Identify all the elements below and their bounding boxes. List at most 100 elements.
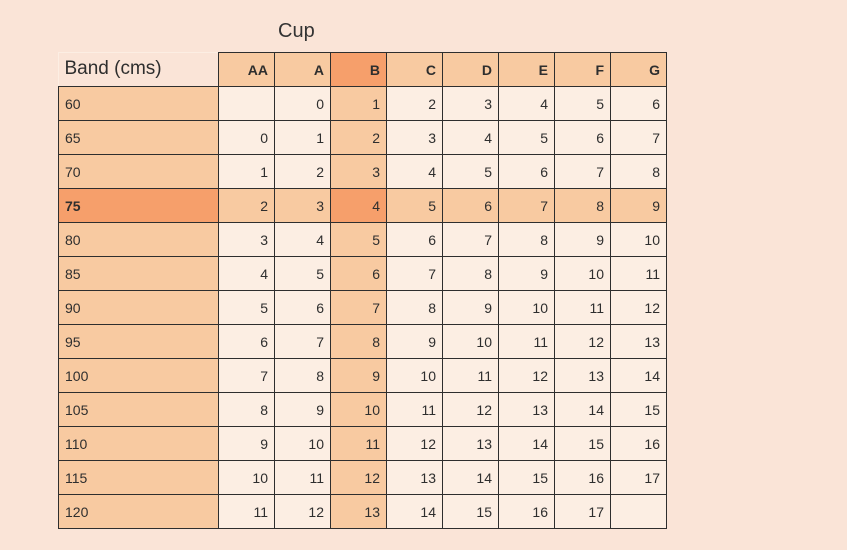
value-cell: 5	[275, 257, 331, 291]
header-row: Band (cms) AAABCDEFG	[59, 53, 667, 87]
value-cell: 5	[219, 291, 275, 325]
table-row: 7523456789	[59, 189, 667, 223]
value-cell: 4	[443, 121, 499, 155]
value-cell: 14	[499, 427, 555, 461]
band-cell: 105	[59, 393, 219, 427]
value-cell: 4	[275, 223, 331, 257]
value-cell	[219, 87, 275, 121]
cup-header: AA	[219, 53, 275, 87]
value-cell: 5	[443, 155, 499, 189]
value-cell: 12	[499, 359, 555, 393]
value-cell: 3	[331, 155, 387, 189]
value-cell: 2	[275, 155, 331, 189]
value-cell: 8	[387, 291, 443, 325]
value-cell: 13	[555, 359, 611, 393]
value-cell: 10	[499, 291, 555, 325]
value-cell: 7	[219, 359, 275, 393]
table-row: 10589101112131415	[59, 393, 667, 427]
value-cell: 7	[331, 291, 387, 325]
value-cell: 12	[611, 291, 667, 325]
value-cell: 4	[331, 189, 387, 223]
value-cell: 3	[443, 87, 499, 121]
value-cell: 13	[331, 495, 387, 529]
value-cell: 6	[275, 291, 331, 325]
value-cell: 9	[387, 325, 443, 359]
value-cell: 8	[443, 257, 499, 291]
cup-axis-title: Cup	[278, 20, 315, 43]
value-cell: 12	[387, 427, 443, 461]
value-cell: 12	[443, 393, 499, 427]
value-cell: 2	[387, 87, 443, 121]
value-cell: 8	[499, 223, 555, 257]
size-table: Band (cms) AAABCDEFG 6001234566501234567…	[58, 52, 667, 529]
value-cell: 5	[499, 121, 555, 155]
value-cell: 5	[387, 189, 443, 223]
value-cell: 0	[275, 87, 331, 121]
cup-header: A	[275, 53, 331, 87]
band-cell: 65	[59, 121, 219, 155]
value-cell: 13	[443, 427, 499, 461]
value-cell: 13	[387, 461, 443, 495]
value-cell: 8	[275, 359, 331, 393]
value-cell: 11	[275, 461, 331, 495]
chart-wrapper: Cup Band (cms) AAABCDEFG 600123456650123…	[0, 0, 847, 529]
value-cell: 8	[555, 189, 611, 223]
value-cell: 7	[555, 155, 611, 189]
band-cell: 85	[59, 257, 219, 291]
value-cell: 16	[499, 495, 555, 529]
value-cell: 10	[331, 393, 387, 427]
band-cell: 75	[59, 189, 219, 223]
cup-header: F	[555, 53, 611, 87]
table-row: 1151011121314151617	[59, 461, 667, 495]
value-cell: 5	[555, 87, 611, 121]
value-cell: 1	[219, 155, 275, 189]
table-row: 9056789101112	[59, 291, 667, 325]
value-cell: 15	[611, 393, 667, 427]
value-cell: 10	[387, 359, 443, 393]
band-cell: 90	[59, 291, 219, 325]
value-cell: 3	[387, 121, 443, 155]
value-cell: 11	[331, 427, 387, 461]
band-cell: 115	[59, 461, 219, 495]
value-cell: 7	[611, 121, 667, 155]
value-cell: 7	[443, 223, 499, 257]
band-cell: 70	[59, 155, 219, 189]
value-cell: 9	[275, 393, 331, 427]
value-cell: 2	[331, 121, 387, 155]
value-cell: 13	[611, 325, 667, 359]
value-cell: 11	[555, 291, 611, 325]
value-cell: 8	[219, 393, 275, 427]
band-cell: 60	[59, 87, 219, 121]
value-cell: 9	[555, 223, 611, 257]
value-cell: 9	[331, 359, 387, 393]
value-cell: 4	[219, 257, 275, 291]
value-cell: 7	[387, 257, 443, 291]
cup-header: D	[443, 53, 499, 87]
value-cell: 5	[331, 223, 387, 257]
band-cell: 120	[59, 495, 219, 529]
value-cell: 4	[387, 155, 443, 189]
band-axis-title: Band (cms)	[59, 53, 219, 87]
table-row: 12011121314151617	[59, 495, 667, 529]
table-row: 600123456	[59, 87, 667, 121]
value-cell: 15	[443, 495, 499, 529]
value-cell: 10	[555, 257, 611, 291]
value-cell: 11	[499, 325, 555, 359]
value-cell: 16	[555, 461, 611, 495]
value-cell: 7	[499, 189, 555, 223]
value-cell: 6	[331, 257, 387, 291]
value-cell: 6	[443, 189, 499, 223]
band-cell: 100	[59, 359, 219, 393]
value-cell: 9	[443, 291, 499, 325]
band-cell: 95	[59, 325, 219, 359]
value-cell: 10	[219, 461, 275, 495]
band-cell: 110	[59, 427, 219, 461]
value-cell: 1	[331, 87, 387, 121]
value-cell: 9	[611, 189, 667, 223]
value-cell: 6	[611, 87, 667, 121]
value-cell: 8	[611, 155, 667, 189]
cup-header: E	[499, 53, 555, 87]
value-cell	[611, 495, 667, 529]
value-cell: 1	[275, 121, 331, 155]
value-cell: 6	[499, 155, 555, 189]
